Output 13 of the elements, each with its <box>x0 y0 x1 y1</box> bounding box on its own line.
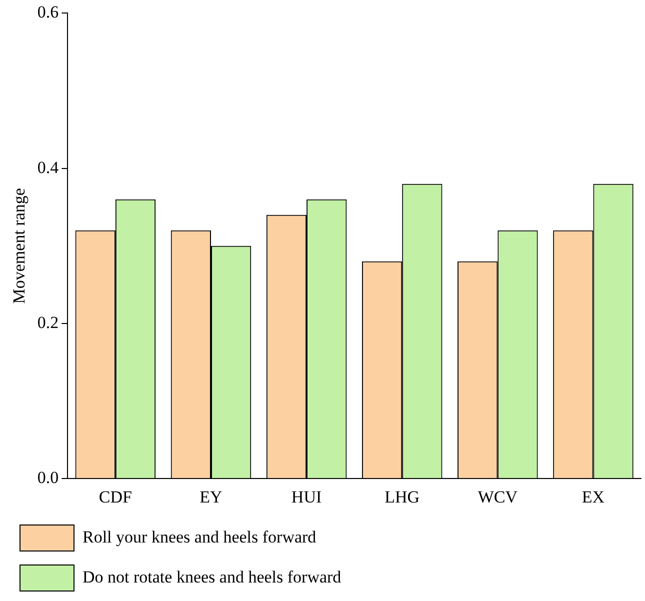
legend-label: Roll your knees and heels forward <box>82 527 317 546</box>
legend-label: Do not rotate knees and heels forward <box>82 567 342 586</box>
y-tick-label: 0.4 <box>37 158 60 177</box>
y-axis-title: Movement range <box>10 188 29 304</box>
x-tick-label: WCV <box>478 487 518 506</box>
x-tick-label: EY <box>200 487 222 506</box>
x-tick-label: LHG <box>384 487 420 506</box>
y-tick-label: 0.0 <box>37 468 59 488</box>
y-tick-label: 0.6 <box>37 2 59 22</box>
x-tick-label: CDF <box>98 487 132 506</box>
x-tick-label: HUI <box>291 487 322 506</box>
y-tick-label: 0.2 <box>37 312 59 332</box>
x-tick-label: EX <box>582 487 605 506</box>
